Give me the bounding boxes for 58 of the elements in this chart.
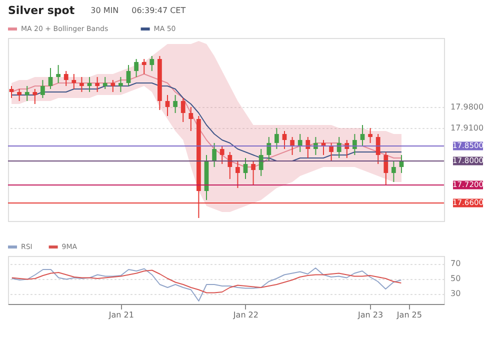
candlestick bbox=[150, 56, 154, 72]
candlestick bbox=[236, 160, 240, 188]
candlestick bbox=[9, 86, 14, 98]
candlestick bbox=[352, 134, 357, 156]
candlestick bbox=[306, 136, 310, 158]
text: 06:39:47 CET bbox=[132, 6, 186, 15]
candlestick bbox=[165, 94, 170, 116]
candlestick bbox=[24, 86, 30, 102]
candlestick bbox=[56, 64, 60, 84]
candlestick bbox=[384, 152, 388, 186]
candlestick bbox=[220, 146, 224, 164]
candlestick bbox=[282, 130, 287, 150]
candlestick bbox=[110, 80, 116, 92]
candlestick bbox=[32, 88, 38, 104]
candlestick bbox=[118, 76, 123, 92]
candlestick bbox=[173, 94, 178, 114]
candlestick bbox=[87, 76, 92, 92]
candlestick bbox=[392, 160, 396, 182]
candlestick bbox=[290, 136, 294, 156]
candlestick bbox=[95, 76, 100, 92]
candlestick bbox=[376, 134, 380, 164]
candlestick bbox=[258, 148, 264, 176]
candlestick bbox=[336, 136, 342, 158]
x-tick-label: Jan 25 bbox=[396, 310, 422, 320]
candlestick bbox=[17, 88, 22, 102]
y-tick-label: 50 bbox=[450, 274, 461, 283]
candlestick bbox=[40, 80, 45, 98]
candlestick bbox=[188, 106, 194, 132]
candlestick bbox=[251, 160, 256, 186]
candlestick bbox=[228, 152, 232, 180]
y-tick-label: 30 bbox=[450, 289, 461, 298]
y-tick-label: 17.9100 bbox=[450, 124, 484, 132]
candlestick bbox=[212, 142, 216, 168]
x-tick-label: Jan 22 bbox=[232, 310, 258, 320]
candlestick bbox=[298, 134, 302, 152]
chart-subtitle: 30 MIN bbox=[90, 6, 119, 15]
candlestick bbox=[368, 128, 372, 144]
candlestick bbox=[243, 158, 248, 180]
candlestick bbox=[134, 58, 138, 78]
candlestick bbox=[266, 136, 272, 162]
line-series bbox=[11, 270, 402, 294]
y-tick-label: 70 bbox=[450, 259, 461, 268]
x-tick-label: Jan 23 bbox=[357, 310, 384, 320]
candlestick bbox=[48, 68, 53, 90]
y-tick-label: 17.9800 bbox=[450, 102, 484, 112]
candlestick bbox=[274, 128, 279, 150]
chart-title: Silver spot bbox=[8, 4, 75, 17]
candlestick bbox=[329, 142, 334, 162]
candlestick bbox=[72, 74, 76, 90]
line-series bbox=[11, 268, 402, 302]
candlestick bbox=[142, 58, 146, 74]
candlestick bbox=[360, 124, 365, 146]
candlestick bbox=[126, 64, 131, 86]
x-tick-label: Jan 21 bbox=[108, 310, 134, 320]
candlestick bbox=[80, 76, 84, 92]
candlestick bbox=[64, 70, 68, 86]
candlestick bbox=[102, 76, 108, 90]
candlestick bbox=[180, 98, 186, 122]
